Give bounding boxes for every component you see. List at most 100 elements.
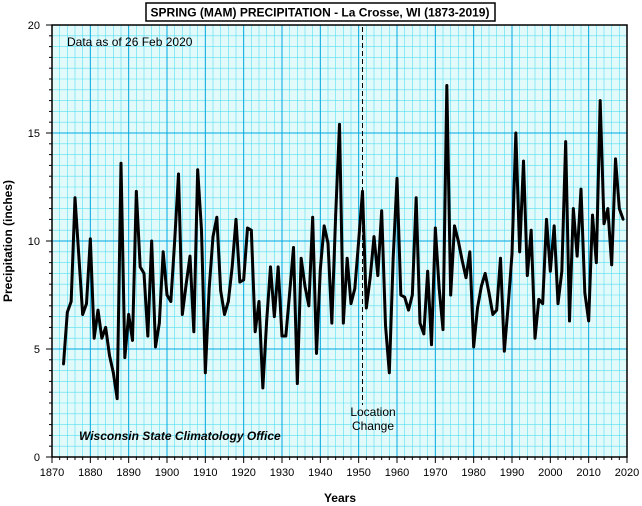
data-point <box>303 285 307 288</box>
data-point <box>388 371 391 375</box>
data-point <box>330 321 334 325</box>
data-point <box>434 226 437 230</box>
data-point <box>556 302 560 305</box>
data-point <box>342 321 345 325</box>
data-point <box>123 356 127 359</box>
x-tick-label: 1960 <box>385 467 409 479</box>
data-point <box>292 246 295 249</box>
data-point <box>568 319 571 323</box>
data-point <box>188 254 192 258</box>
data-point <box>62 362 65 366</box>
data-point <box>115 397 119 400</box>
data-point <box>215 215 219 219</box>
data-point <box>372 235 376 238</box>
data-point <box>326 241 330 245</box>
credit-label: Wisconsin State Climatology Office <box>79 429 281 443</box>
x-tick-label: 1890 <box>116 467 140 479</box>
x-tick-label: 1870 <box>40 467 64 479</box>
data-point <box>66 310 69 314</box>
data-point <box>537 298 541 301</box>
data-points <box>62 84 625 400</box>
data-point <box>296 382 299 385</box>
title-box <box>145 2 496 22</box>
data-point <box>426 269 429 273</box>
data-point <box>276 265 280 269</box>
x-tick-label: 1970 <box>423 467 447 479</box>
x-tick-label: 2000 <box>538 467 562 479</box>
data-point <box>602 222 606 226</box>
data-point <box>142 272 146 275</box>
data-point <box>288 291 291 295</box>
data-point <box>299 256 303 260</box>
data-point <box>196 168 199 172</box>
data-point <box>353 287 357 290</box>
data-point <box>146 334 150 338</box>
x-tick-label: 2010 <box>576 467 600 479</box>
data-point <box>204 371 207 375</box>
data-point <box>522 159 525 163</box>
data-point <box>223 313 226 316</box>
data-point <box>357 239 360 243</box>
data-point <box>510 252 514 256</box>
x-axis-title: Years <box>324 491 356 505</box>
data-point <box>234 218 238 221</box>
data-point <box>552 224 556 228</box>
data-point <box>414 196 418 200</box>
y-axis-title: Precipitation (inches) <box>1 180 15 302</box>
data-point <box>253 330 257 334</box>
data-point <box>207 287 211 290</box>
data-point <box>161 250 165 254</box>
data-point <box>560 269 564 273</box>
data-point <box>610 263 613 267</box>
data-point <box>368 276 372 280</box>
data-point <box>422 332 426 336</box>
data-point <box>529 228 533 232</box>
data-point <box>457 239 460 243</box>
data-point <box>154 345 157 349</box>
data-point <box>399 293 403 297</box>
data-point <box>192 330 196 334</box>
data-point <box>587 319 590 323</box>
data-point <box>242 278 245 282</box>
data-point <box>165 293 169 297</box>
y-tick-label: 0 <box>34 452 40 464</box>
data-point <box>73 196 77 200</box>
data-point <box>598 99 602 102</box>
data-point <box>575 254 579 258</box>
x-tick-label: 1910 <box>193 467 217 479</box>
data-point <box>460 259 464 262</box>
data-point <box>211 235 215 238</box>
data-point <box>349 302 353 305</box>
data-point <box>564 140 567 143</box>
data-point <box>119 161 123 165</box>
data-point <box>526 274 529 277</box>
location-change-label-line2: Change <box>352 419 394 433</box>
y-tick-label: 5 <box>34 344 40 356</box>
chart-title: SPRING (MAM) PRECIPITATION - La Crosse, … <box>151 6 490 20</box>
x-tick-label: 1900 <box>155 467 179 479</box>
data-point <box>69 300 73 303</box>
data-point <box>96 308 100 312</box>
data-point <box>138 265 142 269</box>
data-point <box>227 300 230 303</box>
data-point <box>384 323 387 327</box>
data-point <box>572 207 575 210</box>
data-point <box>614 157 617 161</box>
data-point <box>127 313 130 316</box>
data-point <box>135 190 138 193</box>
data-point <box>173 239 176 243</box>
data-point <box>85 302 88 305</box>
data-point <box>100 336 104 340</box>
data-point <box>499 256 502 260</box>
location-change-label-line1: Location <box>350 405 395 419</box>
data-point <box>376 274 380 277</box>
data-point <box>322 224 326 228</box>
data-point <box>261 386 265 390</box>
data-point <box>169 300 173 303</box>
data-point <box>476 306 479 310</box>
data-point <box>257 300 261 303</box>
data-point <box>411 293 414 297</box>
x-tick-label: 1980 <box>461 467 485 479</box>
data-point <box>595 261 598 264</box>
data-point <box>238 280 242 284</box>
